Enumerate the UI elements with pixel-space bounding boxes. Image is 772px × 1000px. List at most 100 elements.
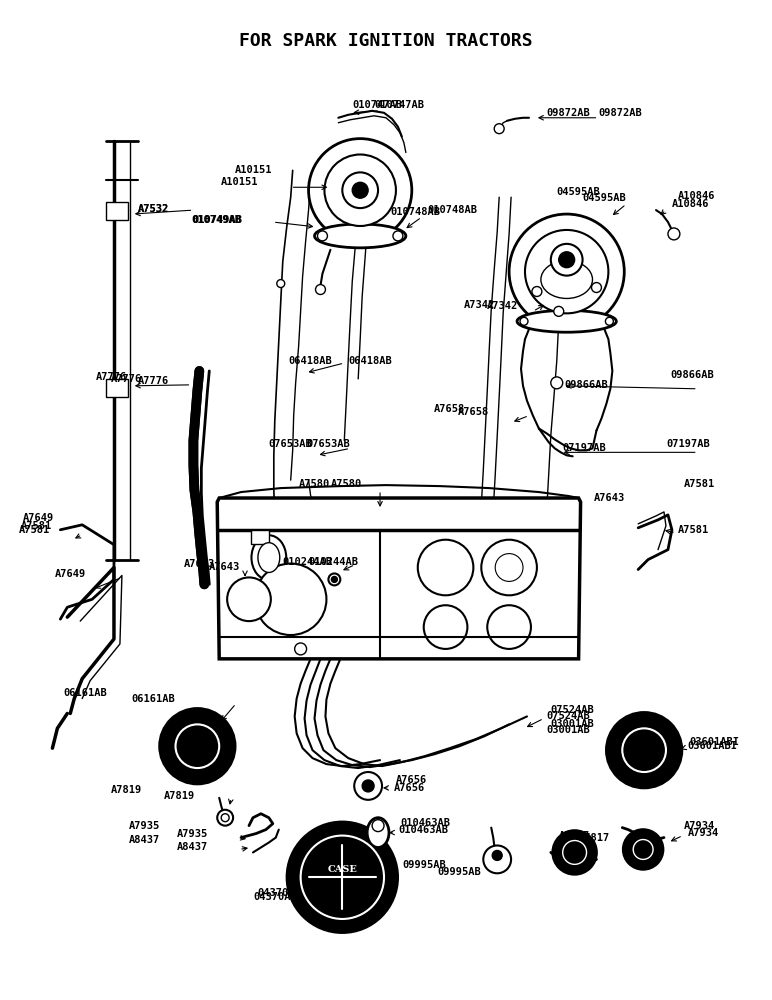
Text: 06161AB: 06161AB	[63, 688, 107, 698]
Ellipse shape	[541, 261, 592, 298]
Text: 09995AB: 09995AB	[403, 860, 446, 870]
Text: 010749AB: 010749AB	[191, 215, 242, 225]
Circle shape	[324, 155, 396, 226]
Circle shape	[554, 306, 564, 316]
Text: 010463AB: 010463AB	[400, 818, 450, 828]
Polygon shape	[217, 498, 581, 659]
Text: 09872AB: 09872AB	[598, 108, 642, 118]
Ellipse shape	[517, 310, 616, 332]
Text: A7819: A7819	[110, 785, 142, 795]
Text: A7643: A7643	[209, 562, 241, 572]
Circle shape	[300, 836, 384, 919]
Text: A7776: A7776	[96, 372, 127, 382]
Text: A7935: A7935	[177, 829, 208, 839]
Text: A7649: A7649	[54, 569, 86, 579]
Text: A7817: A7817	[559, 831, 591, 841]
Circle shape	[288, 823, 397, 932]
Bar	[106, 202, 128, 220]
Circle shape	[160, 708, 235, 784]
Text: 010244AB: 010244AB	[283, 557, 333, 567]
Circle shape	[175, 724, 219, 768]
Text: 07524AB: 07524AB	[550, 705, 594, 715]
Circle shape	[217, 810, 233, 826]
Circle shape	[525, 230, 608, 313]
Text: 09866AB: 09866AB	[670, 370, 713, 380]
Text: 010747AB: 010747AB	[374, 100, 424, 110]
Text: A8437: A8437	[177, 842, 208, 852]
Text: 04370AB: 04370AB	[257, 888, 300, 898]
Circle shape	[495, 554, 523, 581]
Circle shape	[255, 564, 327, 635]
Text: A10151: A10151	[222, 177, 259, 187]
Circle shape	[622, 728, 666, 772]
Text: 09872AB: 09872AB	[547, 108, 591, 118]
Circle shape	[487, 605, 531, 649]
Text: A7643: A7643	[594, 493, 625, 503]
Text: 010748AB: 010748AB	[428, 205, 478, 215]
Circle shape	[493, 850, 502, 860]
Text: 010747AB: 010747AB	[352, 100, 402, 110]
Text: A7581: A7581	[678, 525, 709, 535]
Circle shape	[424, 605, 467, 649]
Text: 07197AB: 07197AB	[666, 439, 709, 449]
Text: 010244AB: 010244AB	[309, 557, 358, 567]
Circle shape	[316, 285, 326, 294]
Circle shape	[483, 845, 511, 873]
Text: 09995AB: 09995AB	[438, 867, 482, 877]
Circle shape	[520, 317, 528, 325]
Ellipse shape	[258, 543, 279, 572]
Circle shape	[362, 780, 374, 792]
Circle shape	[277, 280, 285, 288]
Text: 04595AB: 04595AB	[583, 193, 626, 203]
Text: 04370AB: 04370AB	[253, 892, 296, 902]
Text: A7658: A7658	[458, 407, 489, 417]
Circle shape	[342, 172, 378, 208]
Text: A8437: A8437	[128, 835, 160, 845]
Text: A7532: A7532	[137, 204, 169, 214]
Text: A7581: A7581	[684, 479, 715, 489]
Circle shape	[418, 540, 473, 595]
Text: 010463AB: 010463AB	[398, 825, 448, 835]
Text: A7776: A7776	[137, 376, 169, 386]
Text: A7934: A7934	[688, 828, 719, 838]
Circle shape	[509, 214, 625, 329]
Text: A7342: A7342	[464, 300, 495, 310]
Text: A7656: A7656	[394, 783, 425, 793]
Text: 03001AB: 03001AB	[550, 719, 594, 729]
Text: A7935: A7935	[128, 821, 160, 831]
Text: A10846: A10846	[678, 191, 716, 201]
Text: CASE: CASE	[327, 865, 357, 874]
Circle shape	[227, 577, 271, 621]
Circle shape	[331, 576, 337, 582]
Text: 04595AB: 04595AB	[557, 187, 601, 197]
Text: A10846: A10846	[672, 199, 709, 209]
Circle shape	[563, 841, 587, 864]
Text: 010749AB: 010749AB	[192, 215, 242, 225]
Text: A7342: A7342	[487, 301, 519, 311]
Bar	[251, 530, 269, 544]
Circle shape	[591, 283, 601, 293]
Ellipse shape	[367, 818, 389, 847]
Circle shape	[354, 772, 382, 800]
Circle shape	[668, 228, 680, 240]
Circle shape	[222, 814, 229, 822]
Text: 03001AB: 03001AB	[547, 725, 591, 735]
Circle shape	[317, 231, 327, 241]
Circle shape	[309, 139, 411, 242]
Ellipse shape	[314, 224, 406, 248]
Circle shape	[559, 252, 574, 268]
Circle shape	[494, 124, 504, 134]
Circle shape	[328, 573, 340, 585]
Circle shape	[553, 831, 597, 874]
Text: 09866AB: 09866AB	[564, 380, 608, 390]
Text: 010748AB: 010748AB	[390, 207, 440, 217]
Circle shape	[532, 287, 542, 296]
Text: 03601ABI: 03601ABI	[688, 741, 738, 751]
Text: 06418AB: 06418AB	[289, 356, 333, 366]
Text: A7580: A7580	[299, 479, 330, 489]
Text: A7643: A7643	[184, 559, 215, 569]
Text: A7581: A7581	[21, 521, 52, 531]
Text: A7658: A7658	[434, 404, 466, 414]
Text: 07653AB: 07653AB	[306, 439, 350, 449]
Text: 06161AB: 06161AB	[132, 694, 175, 704]
